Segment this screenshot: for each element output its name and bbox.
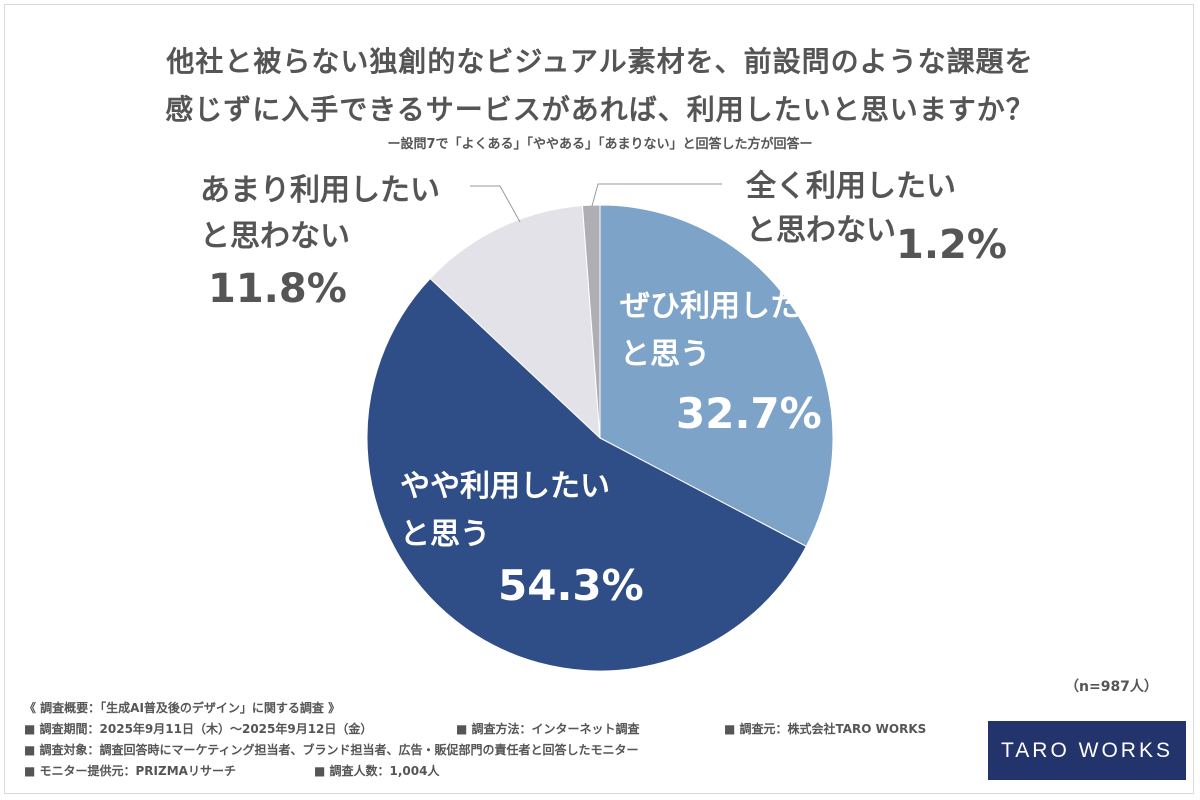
slice-zehi bbox=[599, 204, 834, 548]
slice-value-ammari: 11.8% bbox=[208, 266, 347, 312]
slice-label-zehi-line1: ぜひ利用したい bbox=[620, 289, 830, 324]
survey-heading: 《 調査概要：「生成AI普及後のデザイン」に関する調査 》 bbox=[24, 701, 341, 715]
slice-mattaku bbox=[581, 204, 601, 439]
slice-label-mattaku-line2: と思わない bbox=[746, 213, 896, 248]
slice-label-mattaku-line1: 全く利用したい bbox=[745, 169, 956, 204]
taro-works-logo: TARO WORKS bbox=[988, 721, 1186, 780]
survey-source: ■ 調査元：株式会社TARO WORKS bbox=[724, 722, 927, 736]
slice-label-yaya-line1: やや利用したい bbox=[400, 469, 610, 504]
chart-title-line2: 感じずに入手できるサービスがあれば、利用したいと思いますか？ bbox=[165, 93, 1035, 126]
slice-value-yaya: 54.3% bbox=[498, 561, 644, 610]
leader-line-mattaku bbox=[591, 183, 722, 207]
survey-count: ■ 調査人数：1,004人 bbox=[314, 764, 440, 778]
chart-frame bbox=[4, 4, 1194, 794]
leader-line-ammari bbox=[470, 185, 521, 223]
slice-value-mattaku: 1.2% bbox=[896, 222, 1007, 268]
survey-summary: 《 調査概要：「生成AI普及後のデザイン」に関する調査 》 ■ 調査期間：202… bbox=[24, 699, 984, 783]
slice-label-yaya-line2: と思う bbox=[400, 517, 490, 552]
chart-subtitle: ー設問7で「よくある」「ややある」「あまりない」と回答した方が回答ー bbox=[387, 137, 813, 152]
survey-provider: ■ モニター提供元：PRIZMAリサーチ bbox=[24, 764, 236, 778]
survey-method: ■ 調査方法：インターネット調査 bbox=[456, 722, 640, 736]
survey-period: ■ 調査期間：2025年9月11日（木）〜2025年9月12日（金） bbox=[24, 722, 373, 736]
slice-label-ammari-line1: あまり利用したい bbox=[200, 173, 440, 208]
slice-yaya bbox=[366, 277, 807, 672]
slice-label-ammari-line2: と思わない bbox=[200, 219, 350, 254]
slice-ammari bbox=[429, 205, 601, 440]
chart-title-line1: 他社と被らない独創的なビジュアル素材を、前設問のような課題を bbox=[166, 45, 1034, 78]
slice-value-zehi: 32.7% bbox=[676, 389, 822, 438]
survey-target: ■ 調査対象：調査回答時にマーケティング担当者、ブランド担当者、広告・販促部門の… bbox=[24, 743, 639, 757]
slice-label-zehi-line2: と思う bbox=[620, 337, 710, 372]
sample-size-label: （n=987人） bbox=[1065, 679, 1158, 695]
